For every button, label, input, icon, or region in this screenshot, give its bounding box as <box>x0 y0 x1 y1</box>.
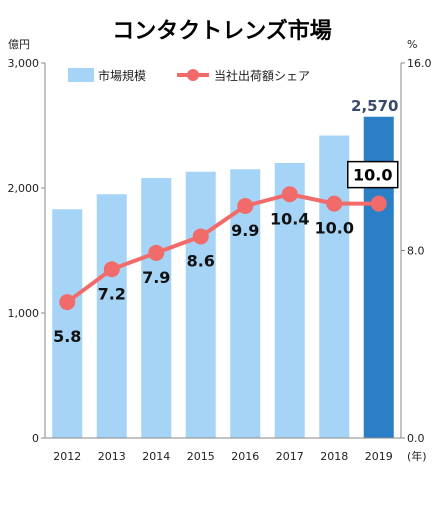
share-point-2019 <box>370 195 387 212</box>
share-label-2015: 8.6 <box>187 251 215 270</box>
right-tick-label: 8.0 <box>407 245 425 258</box>
left-tick-label: 0 <box>32 432 39 445</box>
last-share-callout-label: 10.0 <box>353 166 392 185</box>
bar-2017 <box>274 163 305 438</box>
bars-group <box>52 116 394 438</box>
share-point-2014 <box>148 244 165 261</box>
last-bar-value-label: 2,570 <box>351 97 398 115</box>
share-label-2014: 7.9 <box>142 268 170 287</box>
x-tick-label: 2014 <box>142 450 170 463</box>
legend-line-label: 当社出荷額シェア <box>214 68 310 83</box>
legend-bar-swatch <box>68 68 94 82</box>
x-tick-label: 2012 <box>53 450 81 463</box>
legend: 市場規模 当社出荷額シェア <box>68 68 310 83</box>
left-tick-label: 3,000 <box>8 57 40 70</box>
share-label-2018: 10.0 <box>315 219 354 238</box>
legend-line-marker <box>187 69 199 81</box>
bar-2018 <box>319 135 350 438</box>
right-tick-label: 16.0 <box>407 57 432 70</box>
x-tick-label: 2015 <box>187 450 215 463</box>
legend-bar-label: 市場規模 <box>98 68 146 83</box>
share-point-2013 <box>103 261 120 278</box>
share-label-2017: 10.4 <box>270 209 309 228</box>
share-line-group <box>59 186 387 311</box>
share-point-2015 <box>192 228 209 245</box>
x-tick-label: 2018 <box>320 450 348 463</box>
share-label-2013: 7.2 <box>98 284 126 303</box>
share-label-2012: 5.8 <box>53 327 81 346</box>
x-axis-suffix: (年) <box>407 449 427 463</box>
left-tick-label: 1,000 <box>8 307 40 320</box>
right-tick-label: 0.0 <box>407 432 425 445</box>
share-point-2017 <box>281 186 298 203</box>
bar-2014 <box>141 178 172 438</box>
chart-title: コンタクトレンズ市場 <box>112 18 332 44</box>
data-labels-group: 5.8 7.2 7.9 8.6 9.9 10.4 10.0 2,570 10.0 <box>53 97 399 346</box>
left-tick-label: 2,000 <box>8 182 40 195</box>
axes-group: 0 1,000 2,000 3,000 0.0 8.0 16.0 2012 2013 2014 20… <box>8 57 432 463</box>
bar-2012 <box>52 209 83 438</box>
x-tick-label: 2017 <box>276 450 304 463</box>
x-tick-label: 2016 <box>231 450 259 463</box>
bar-2013 <box>96 194 127 438</box>
share-point-2016 <box>237 197 254 214</box>
last-share-callout-box <box>347 160 399 189</box>
share-point-2012 <box>59 294 76 311</box>
share-label-2016: 9.9 <box>231 221 259 240</box>
right-axis-unit: % <box>407 38 417 51</box>
x-tick-label: 2013 <box>98 450 126 463</box>
share-point-2018 <box>326 195 343 212</box>
x-tick-label: 2019 <box>365 450 393 463</box>
left-axis-unit: 億円 <box>8 38 30 51</box>
bar-2015 <box>185 171 216 438</box>
